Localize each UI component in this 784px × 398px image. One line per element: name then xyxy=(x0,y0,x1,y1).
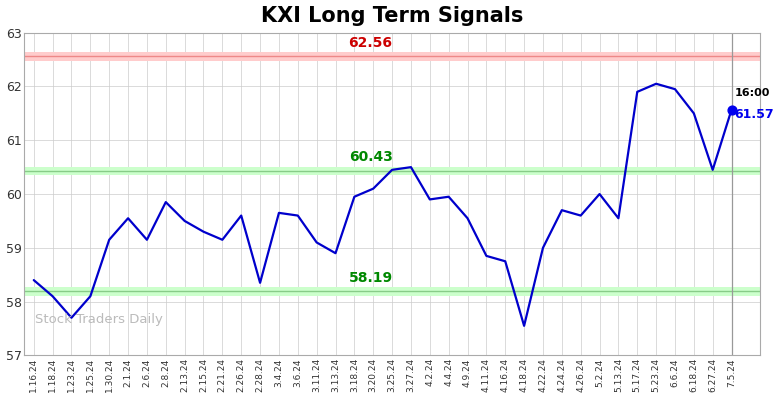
Text: 58.19: 58.19 xyxy=(349,271,393,285)
Text: Stock Traders Daily: Stock Traders Daily xyxy=(35,313,163,326)
Bar xyxy=(24,52,760,60)
Text: 61.57: 61.57 xyxy=(735,109,774,121)
Title: KXI Long Term Signals: KXI Long Term Signals xyxy=(261,6,523,25)
Bar xyxy=(24,167,760,175)
Text: 16:00: 16:00 xyxy=(735,88,770,98)
Point xyxy=(725,106,738,113)
Text: 62.56: 62.56 xyxy=(349,37,393,51)
Bar xyxy=(24,287,760,296)
Text: 60.43: 60.43 xyxy=(349,150,393,164)
